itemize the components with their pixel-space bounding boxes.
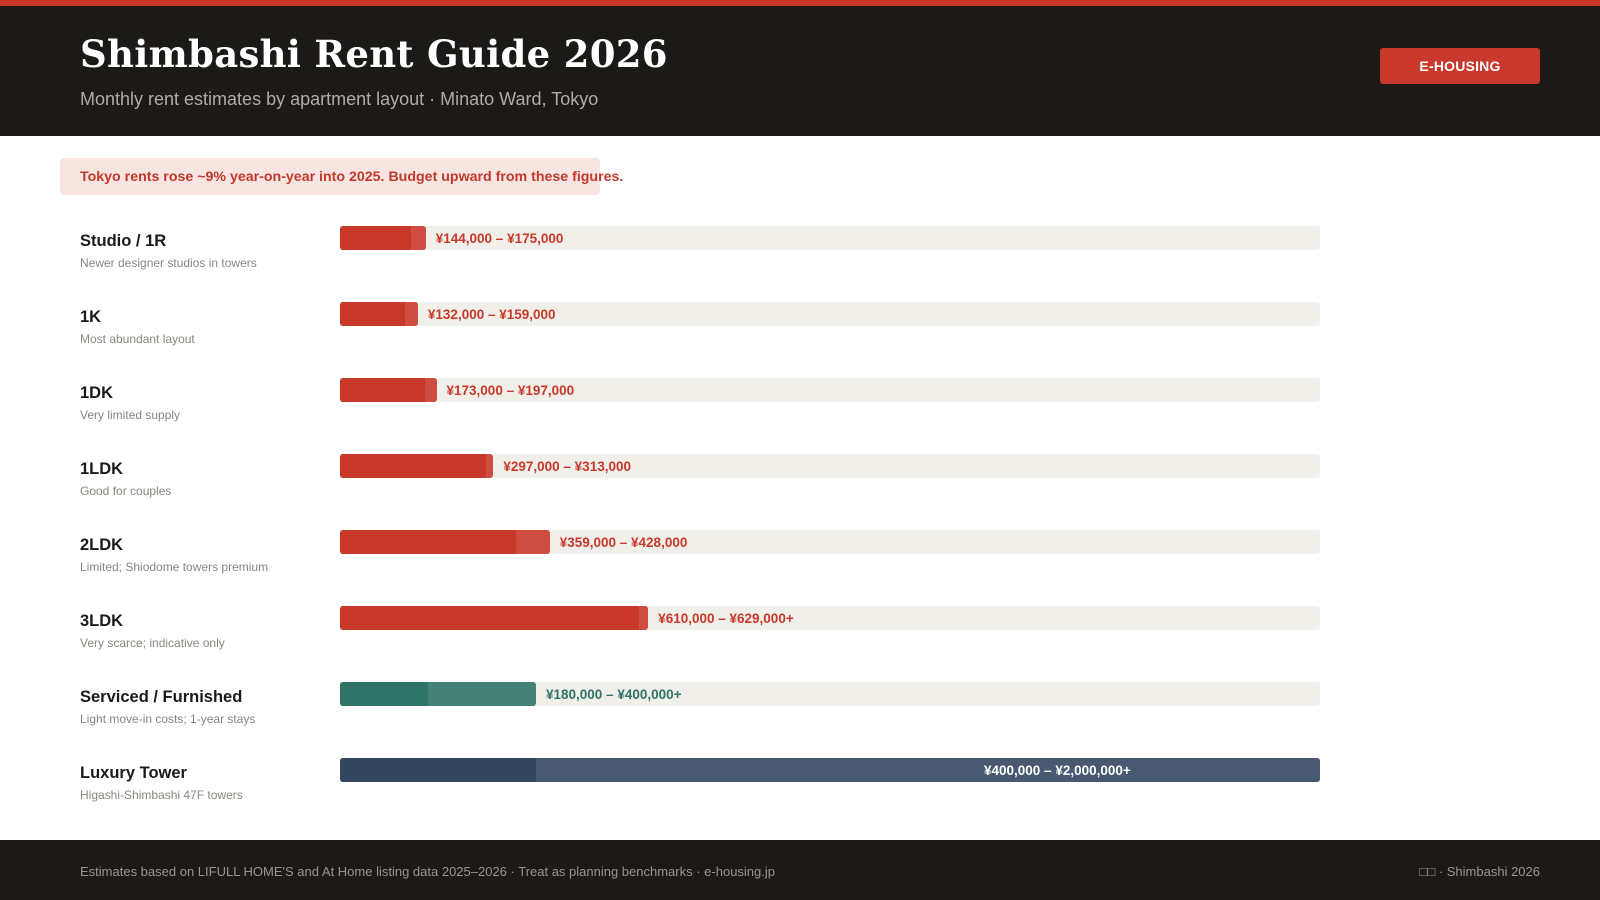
range-bar-low-segment — [340, 758, 536, 782]
row-label: 1LDK — [80, 460, 124, 478]
row-label: Luxury Tower — [80, 764, 187, 782]
bar-track — [340, 454, 1320, 478]
range-bar-low-segment — [340, 606, 639, 630]
range-bar — [340, 682, 536, 706]
range-bar-low-segment — [340, 454, 486, 478]
row-label: 3LDK — [80, 612, 124, 630]
chart-row: Serviced / Furnished Light move-in costs;… — [0, 682, 1600, 742]
range-bar — [340, 378, 437, 402]
bar-track — [340, 378, 1320, 402]
range-label: ¥132,000 – ¥159,000 — [427, 307, 556, 322]
page-subtitle: Monthly rent estimates by apartment layo… — [80, 89, 599, 109]
row-note: Newer designer studios in towers — [80, 256, 257, 270]
chart-row: 1LDK Good for couples ¥297,000 – ¥313,000 — [0, 454, 1600, 514]
chart-row: Luxury Tower Higashi-Shimbashi 47F towers… — [0, 758, 1600, 818]
range-bar — [340, 454, 494, 478]
range-bar-low-segment — [340, 530, 516, 554]
range-label: ¥180,000 – ¥400,000+ — [546, 687, 682, 702]
row-note: Most abundant layout — [80, 332, 195, 346]
range-label: ¥173,000 – ¥197,000 — [446, 383, 575, 398]
range-label: ¥297,000 – ¥313,000 — [503, 459, 631, 474]
range-bar — [340, 226, 426, 250]
row-label: 1K — [80, 308, 102, 326]
notice-banner: Tokyo rents rose ~9% year-on-year into 2… — [60, 158, 623, 195]
range-bar-low-segment — [340, 682, 429, 706]
range-label: ¥400,000 – ¥2,000,000+ — [984, 763, 1131, 778]
top-accent-line — [0, 0, 1600, 6]
page-footer: Estimates based on LIFULL HOME'S and At … — [0, 840, 1600, 900]
chart-row: 3LDK Very scarce; indicative only ¥610,000… — [0, 606, 1600, 666]
row-note: Light move-in costs; 1-year stays — [80, 712, 256, 726]
page-title: Shimbashi Rent Guide 2026 — [80, 32, 668, 76]
range-bar-low-segment — [340, 226, 411, 250]
range-bar — [340, 302, 418, 326]
footer-right-label: □□ · Shimbashi 2026 — [1419, 864, 1541, 879]
range-label: ¥610,000 – ¥629,000+ — [658, 611, 794, 626]
chart-row: 1K Most abundant layout ¥132,000 – ¥159,00… — [0, 302, 1600, 362]
range-bar — [340, 758, 1320, 782]
range-bar-low-segment — [340, 302, 405, 326]
row-note: Higashi-Shimbashi 47F towers — [80, 788, 243, 802]
bar-track — [340, 302, 1320, 326]
page-header: Shimbashi Rent Guide 2026 Monthly rent e… — [0, 6, 1600, 136]
range-label: ¥359,000 – ¥428,000 — [559, 535, 688, 550]
bar-track — [340, 226, 1320, 250]
range-label: ¥144,000 – ¥175,000 — [435, 231, 564, 246]
row-label: 1DK — [80, 384, 114, 402]
row-note: Very limited supply — [80, 408, 181, 422]
range-bar — [340, 530, 550, 554]
row-label: 2LDK — [80, 536, 124, 554]
chart-row: Studio / 1R Newer designer studios in tow… — [0, 226, 1600, 286]
footer-source: Estimates based on LIFULL HOME'S and At … — [80, 864, 775, 879]
row-label: Serviced / Furnished — [80, 688, 243, 706]
row-label: Studio / 1R — [80, 232, 167, 250]
chart-row: 2LDK Limited; Shiodome towers premium ¥359… — [0, 530, 1600, 590]
notice-text: Tokyo rents rose ~9% year-on-year into 2… — [80, 169, 624, 185]
range-bar — [340, 606, 649, 630]
brand-button[interactable]: E-HOUSING — [1380, 48, 1540, 84]
row-note: Good for couples — [80, 484, 172, 498]
row-note: Very scarce; indicative only — [80, 636, 225, 650]
row-note: Limited; Shiodome towers premium — [80, 560, 269, 574]
range-bar-low-segment — [340, 378, 425, 402]
chart-row: 1DK Very limited supply ¥173,000 – ¥197,00… — [0, 378, 1600, 438]
